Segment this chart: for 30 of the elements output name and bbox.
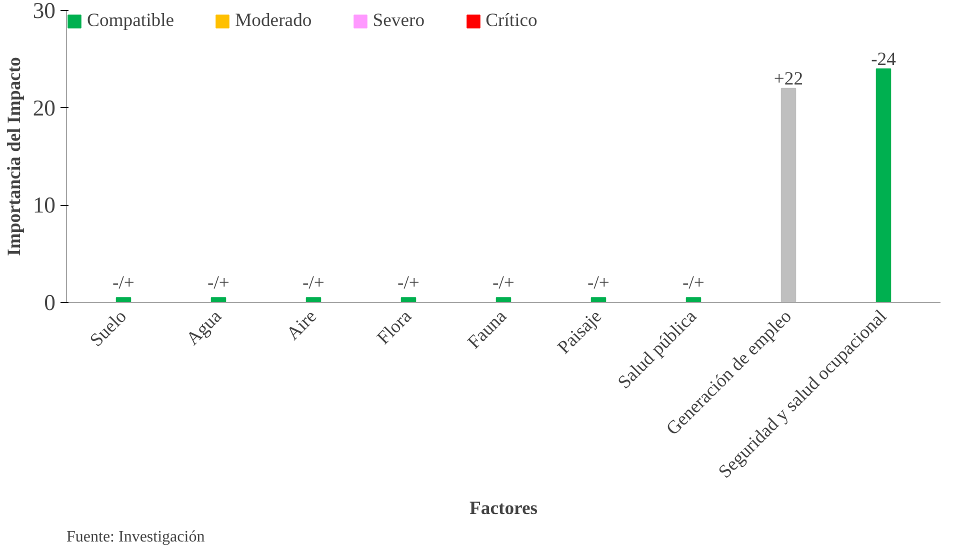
text: -/+ <box>302 272 324 294</box>
bar <box>306 297 322 302</box>
x-tick-label: Aire <box>282 306 321 344</box>
y-tick-label: 0 <box>44 290 56 315</box>
bar <box>686 297 702 302</box>
source-note: Fuente: Investigación <box>66 528 205 546</box>
y-tick-label: 30 <box>32 0 56 23</box>
legend-label: Moderado <box>235 10 312 32</box>
text: +22 <box>774 68 804 90</box>
y-tick-label: 20 <box>32 95 56 120</box>
legend-label: Compatible <box>87 10 174 32</box>
text: -/+ <box>492 272 514 294</box>
bar <box>400 297 416 302</box>
text: -/+ <box>588 272 610 294</box>
bar <box>876 68 892 302</box>
legend-label: Crítico <box>486 10 538 32</box>
bar <box>590 297 606 302</box>
x-axis-title: Factores <box>469 498 538 519</box>
text: -24 <box>871 48 896 70</box>
text: -/+ <box>208 272 230 294</box>
bar <box>116 297 132 302</box>
text: -/+ <box>112 272 134 294</box>
y-axis-title: Importancia del Impacto <box>4 56 25 256</box>
text: -/+ <box>398 272 420 294</box>
bar <box>496 297 512 302</box>
text: -/+ <box>682 272 704 294</box>
y-tick-label: 10 <box>32 192 56 218</box>
bar <box>210 297 226 302</box>
legend-label: Severo <box>372 10 425 32</box>
bar <box>780 88 796 302</box>
